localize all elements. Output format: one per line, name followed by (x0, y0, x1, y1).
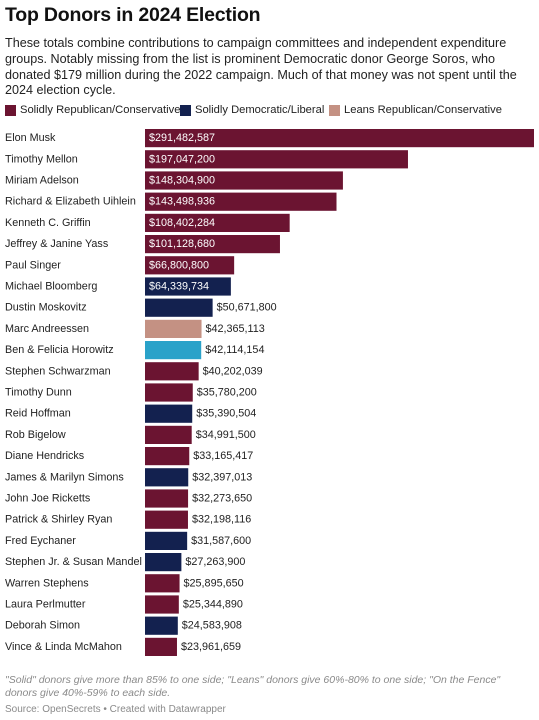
source-credit: Source: OpenSecrets • Created with Dataw… (5, 704, 226, 715)
value-label-timothy-dunn: $35,780,200 (197, 387, 257, 399)
bar-fred-eychaner (145, 531, 188, 550)
bar-diane-hendricks (145, 447, 190, 466)
bar-miriam-adelson (145, 171, 343, 190)
category-label-paul-singer: Paul Singer (5, 259, 61, 271)
value-label-fred-eychaner: $31,587,600 (191, 535, 251, 547)
category-label-james-and-marilyn-simons: James & Marilyn Simons (5, 471, 124, 483)
bar-kenneth-c-griffin (145, 213, 290, 232)
category-label-timothy-mellon: Timothy Mellon (5, 153, 78, 165)
category-label-patrick-and-shirley-ryan: Patrick & Shirley Ryan (5, 514, 112, 526)
value-label-diane-hendricks: $33,165,417 (193, 450, 253, 462)
category-label-fred-eychaner: Fred Eychaner (5, 535, 76, 547)
category-label-elon-musk: Elon Musk (5, 132, 56, 144)
bar-deborah-simon (145, 616, 178, 635)
value-label-timothy-mellon: $197,047,200 (149, 153, 215, 165)
legend-swatch-solid-democratic (180, 105, 191, 116)
legend-label-leans-republican: Leans Republican/Conservative (344, 104, 502, 116)
value-label-deborah-simon: $24,583,908 (182, 620, 242, 632)
bar-patrick-and-shirley-ryan (145, 510, 188, 529)
bar-stephen-schwarzman (145, 362, 199, 381)
category-label-dustin-moskovitz: Dustin Moskovitz (5, 302, 87, 314)
value-label-patrick-and-shirley-ryan: $32,198,116 (192, 514, 251, 526)
value-label-dustin-moskovitz: $50,671,800 (217, 302, 277, 314)
category-label-diane-hendricks: Diane Hendricks (5, 450, 85, 462)
bar-richard-and-elizabeth-uihlein (145, 192, 337, 211)
category-label-stephen-schwarzman: Stephen Schwarzman (5, 365, 111, 377)
bar-paul-singer (145, 256, 235, 275)
value-label-laura-perlmutter: $25,344,890 (183, 599, 243, 611)
category-label-jeffrey-and-janine-yass: Jeffrey & Janine Yass (5, 238, 109, 250)
value-label-james-and-marilyn-simons: $32,397,013 (192, 471, 252, 483)
category-label-rob-bigelow: Rob Bigelow (5, 429, 66, 441)
value-label-rob-bigelow: $34,991,500 (196, 429, 256, 441)
bar-michael-bloomberg (145, 277, 231, 296)
value-label-ben-and-felicia-horowitz: $42,114,154 (205, 344, 264, 356)
bar-james-and-marilyn-simons (145, 468, 189, 487)
category-label-john-joe-ricketts: John Joe Ricketts (5, 493, 91, 505)
category-label-ben-and-felicia-horowitz: Ben & Felicia Horowitz (5, 344, 114, 356)
value-label-john-joe-ricketts: $32,273,650 (192, 493, 252, 505)
category-label-deborah-simon: Deborah Simon (5, 620, 80, 632)
category-label-richard-and-elizabeth-uihlein: Richard & Elizabeth Uihlein (5, 196, 136, 208)
value-label-paul-singer: $66,800,800 (149, 259, 209, 271)
value-label-elon-musk: $291,482,587 (149, 132, 215, 144)
category-label-warren-stephens: Warren Stephens (5, 577, 89, 589)
footnote: "Solid" donors give more than 85% to one… (5, 674, 501, 699)
category-label-vince-and-linda-mcmahon: Vince & Linda McMahon (5, 641, 122, 653)
value-label-vince-and-linda-mcmahon: $23,961,659 (181, 641, 241, 653)
legend-swatch-solid-republican (5, 105, 16, 116)
value-label-jeffrey-and-janine-yass: $101,128,680 (149, 238, 215, 250)
category-label-stephen-jr-and-susan-mandel: Stephen Jr. & Susan Mandel (5, 556, 142, 568)
bar-stephen-jr-and-susan-mandel (145, 553, 182, 572)
value-label-reid-hoffman: $35,390,504 (196, 408, 256, 420)
bar-vince-and-linda-mcmahon (145, 637, 177, 656)
bar-chart: Elon Musk $291,482,587 Timothy Mellon $197,… (5, 129, 534, 656)
value-label-michael-bloomberg: $64,339,734 (149, 281, 209, 293)
bar-marc-andreessen (145, 319, 202, 338)
category-label-timothy-dunn: Timothy Dunn (5, 387, 72, 399)
value-label-warren-stephens: $25,895,650 (184, 577, 244, 589)
bar-dustin-moskovitz (145, 298, 213, 317)
bar-jeffrey-and-janine-yass (145, 235, 280, 254)
legend-label-solid-republican: Solidly Republican/Conservative (20, 104, 181, 116)
bar-laura-perlmutter (145, 595, 179, 614)
value-label-miriam-adelson: $148,304,900 (149, 175, 215, 187)
chart-subtitle: These totals combine contributions to ca… (5, 36, 517, 98)
bar-rob-bigelow (145, 425, 192, 444)
category-label-laura-perlmutter: Laura Perlmutter (5, 599, 86, 611)
bar-elon-musk (145, 129, 534, 148)
legend-swatch-leans-republican (329, 105, 340, 116)
category-label-kenneth-c-griffin: Kenneth C. Griffin (5, 217, 91, 229)
bar-john-joe-ricketts (145, 489, 189, 508)
bar-reid-hoffman (145, 404, 193, 423)
category-label-michael-bloomberg: Michael Bloomberg (5, 281, 97, 293)
bar-warren-stephens (145, 574, 180, 593)
value-label-richard-and-elizabeth-uihlein: $143,498,936 (149, 196, 215, 208)
legend-label-solid-democratic: Solidly Democratic/Liberal (195, 104, 325, 116)
bar-ben-and-felicia-horowitz (145, 341, 202, 360)
bar-timothy-mellon (145, 150, 408, 169)
category-label-reid-hoffman: Reid Hoffman (5, 408, 71, 420)
value-label-kenneth-c-griffin: $108,402,284 (149, 217, 215, 229)
category-label-miriam-adelson: Miriam Adelson (5, 175, 79, 187)
bar-timothy-dunn (145, 383, 193, 402)
value-label-stephen-jr-and-susan-mandel: $27,263,900 (185, 556, 245, 568)
category-label-marc-andreessen: Marc Andreessen (5, 323, 89, 335)
value-label-stephen-schwarzman: $40,202,039 (203, 365, 263, 377)
chart-title: Top Donors in 2024 Election (5, 4, 261, 26)
value-label-marc-andreessen: $42,365,113 (206, 323, 265, 335)
